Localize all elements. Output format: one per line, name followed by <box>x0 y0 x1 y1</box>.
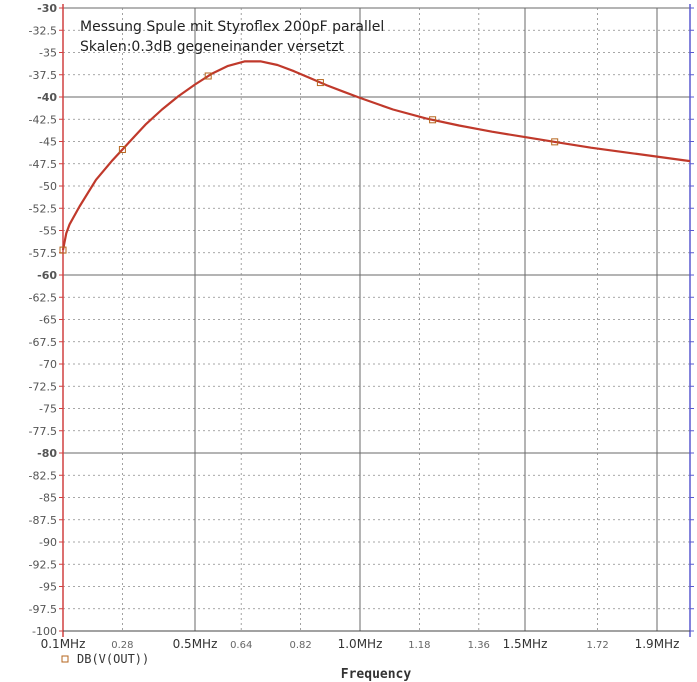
y-tick-label: -45 <box>39 136 57 149</box>
y-tick-labels: -30 -32.5 -35 -37.5 -40 -42.5 -45 -47.5 -50 -52.5… <box>29 2 58 638</box>
x-tick-label: 0.5MHz <box>173 637 218 651</box>
series-marker <box>204 72 212 80</box>
x-tick-label: 1.72 <box>586 640 608 651</box>
y-tick-label: -52.5 <box>29 202 57 215</box>
y-tick-label: -82.5 <box>29 469 57 482</box>
y-tick-label: -35 <box>39 47 57 60</box>
y-tick-label: -85 <box>39 492 57 505</box>
x-tick-label: 0.28 <box>111 640 133 651</box>
y-tick-label: -42.5 <box>29 113 57 126</box>
series-marker <box>316 79 324 87</box>
series-marker <box>429 116 437 124</box>
y-tick-label: -77.5 <box>29 425 57 438</box>
y-tick-label: -75 <box>39 403 57 416</box>
y-tick-label: -95 <box>39 581 57 594</box>
y-tick-label: -50 <box>39 180 57 193</box>
y-tick-label: -97.5 <box>29 603 57 616</box>
x-tick-label: 1.9MHz <box>635 637 680 651</box>
series-marker <box>551 138 559 146</box>
y-tick-label: -55 <box>39 225 57 238</box>
annotation-line-1: Messung Spule mit Styroflex 200pF parall… <box>80 19 384 35</box>
x-tick-label: 1.0MHz <box>338 637 383 651</box>
y-tick-label: -67.5 <box>29 336 57 349</box>
y-tick-label: -92.5 <box>29 558 57 571</box>
x-tick-label: 1.18 <box>408 640 430 651</box>
legend-marker <box>61 655 69 663</box>
series-group <box>59 60 691 254</box>
series-marker <box>59 246 67 254</box>
y-tick-label: -37.5 <box>29 69 57 82</box>
grid <box>59 4 694 637</box>
x-axis-label: Frequency <box>341 667 412 682</box>
x-tick-label: 0.64 <box>230 640 252 651</box>
legend-label: DB(V(OUT)) <box>77 652 149 666</box>
x-tick-label: 0.82 <box>289 640 311 651</box>
y-tick-label: -62.5 <box>29 291 57 304</box>
x-tick-label: 1.5MHz <box>503 637 548 651</box>
y-tick-label: -87.5 <box>29 514 57 527</box>
y-tick-label: -60 <box>37 269 57 282</box>
y-tick-label: -30 <box>37 2 57 15</box>
x-tick-label: 1.36 <box>468 640 490 651</box>
y-tick-label: -40 <box>37 91 57 104</box>
series-marker <box>118 146 126 154</box>
y-tick-label: -70 <box>39 358 57 371</box>
y-tick-label: -80 <box>37 447 57 460</box>
y-tick-label: -90 <box>39 536 57 549</box>
annotation-line-2: Skalen:0.3dB gegeneinander versetzt <box>80 39 344 55</box>
x-tick-labels: 0.1MHz 0.28 0.5MHz 0.64 0.82 1.0MHz 1.18 1.36 1.… <box>41 637 680 651</box>
series-line <box>61 60 691 251</box>
x-tick-label: 0.1MHz <box>41 637 86 651</box>
y-tick-label: -72.5 <box>29 380 57 393</box>
y-tick-label: -32.5 <box>29 24 57 37</box>
y-tick-label: -65 <box>39 314 57 327</box>
y-tick-label: -57.5 <box>29 247 57 260</box>
y-tick-label: -100 <box>32 625 57 638</box>
y-tick-label: -47.5 <box>29 158 57 171</box>
